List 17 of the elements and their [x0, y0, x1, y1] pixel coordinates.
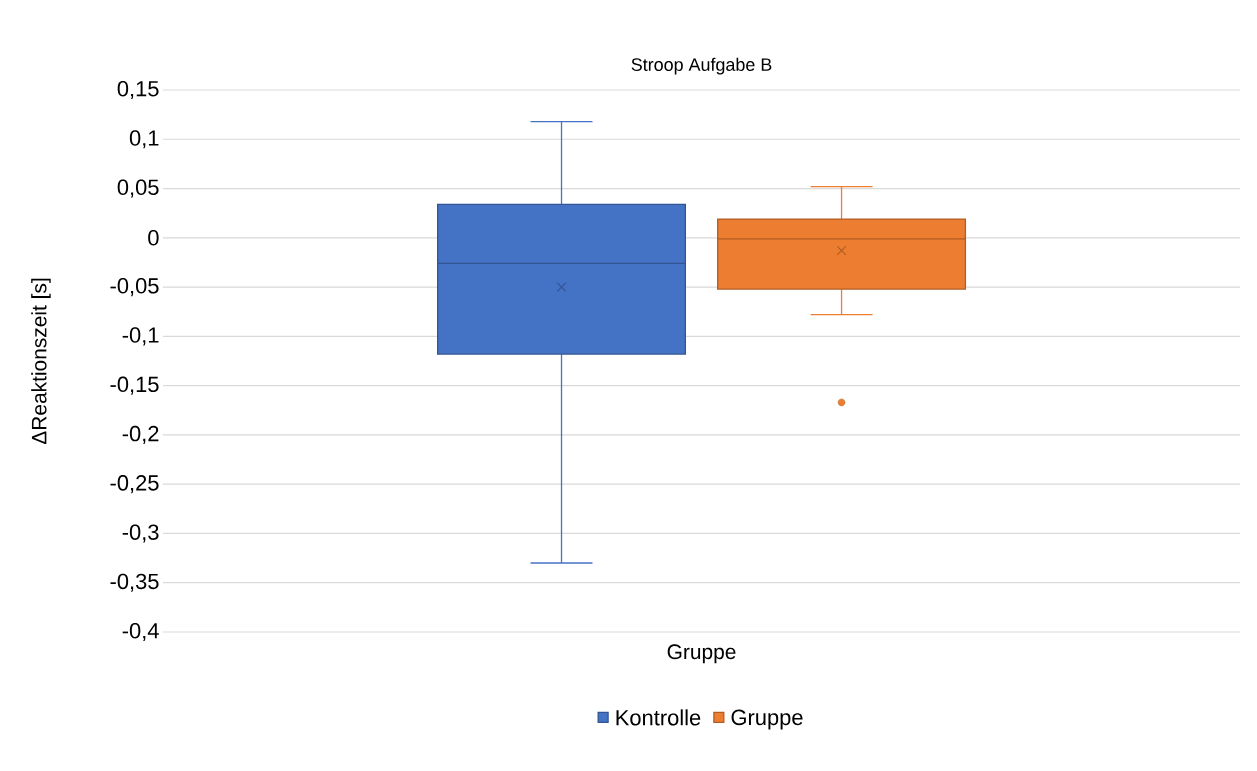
chart-title: Stroop Aufgabe B [631, 57, 772, 75]
y-tick-label: -0,4 [122, 622, 159, 642]
y-tick-label: -0,15 [110, 376, 159, 395]
y-tick-label: 0,05 [117, 179, 159, 198]
x-axis-title: Gruppe [667, 644, 736, 664]
y-tick-label: -0,3 [122, 524, 159, 543]
y-tick-label: 0 [148, 230, 159, 246]
y-tick-label: -0,35 [110, 573, 159, 592]
legend-label: Gruppe [731, 709, 803, 730]
y-tick-label: -0,1 [122, 327, 159, 346]
y-axis-title: ΔReaktionszeit [s] [31, 278, 51, 445]
y-tick-label: 0,1 [129, 130, 159, 149]
legend-label: Kontrolle [616, 709, 701, 726]
y-tick-label: -0,2 [122, 425, 159, 444]
y-tick-label: 0,15 [117, 80, 159, 100]
y-tick-label: -0,25 [110, 475, 159, 494]
y-tick-label: -0,05 [110, 278, 159, 297]
